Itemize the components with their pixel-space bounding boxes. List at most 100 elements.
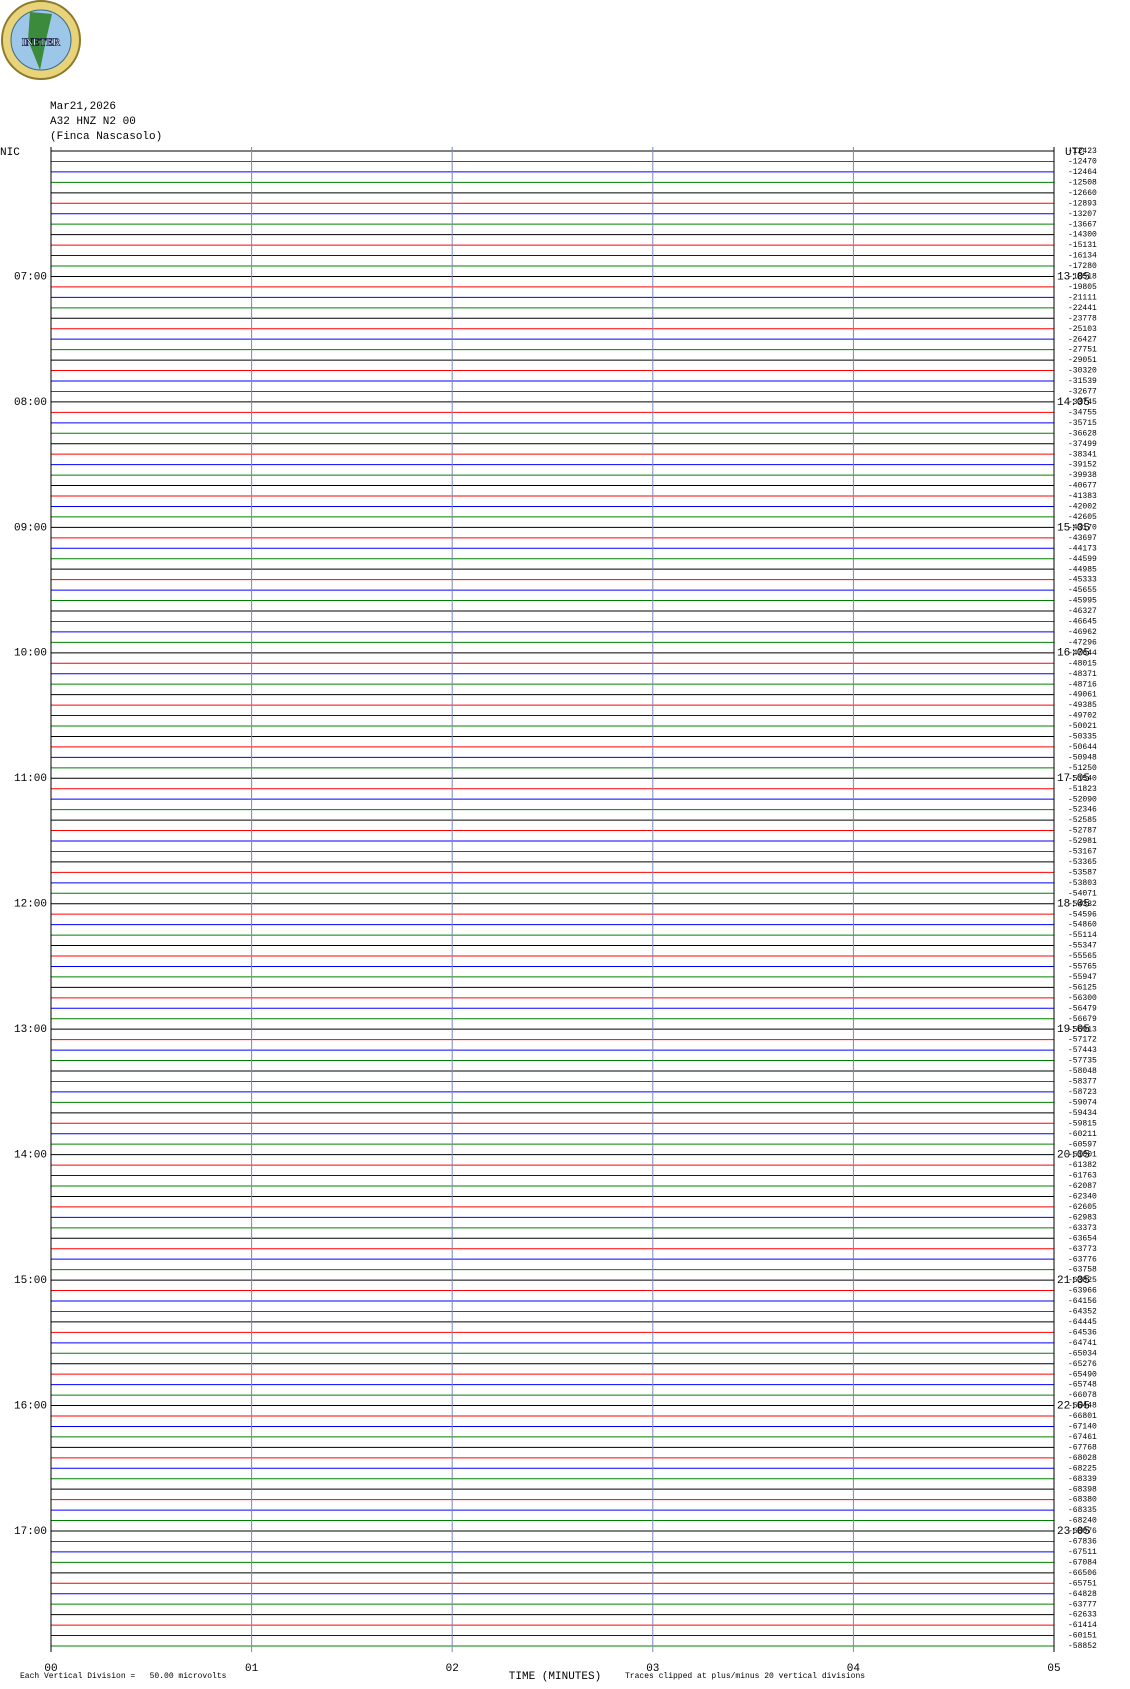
trace-offset: -50948 (1068, 753, 1097, 762)
trace-offset: -63773 (1068, 1245, 1097, 1254)
trace-offset: -36628 (1068, 429, 1097, 438)
trace-offset: -63758 (1068, 1266, 1097, 1275)
trace-offset: -68240 (1068, 1517, 1097, 1526)
trace-offset: -65034 (1068, 1349, 1097, 1358)
trace-offset: -33745 (1068, 398, 1097, 407)
trace-offset: -44173 (1068, 544, 1097, 553)
trace-offset: -52585 (1068, 816, 1097, 825)
trace-offset: -58723 (1068, 1088, 1097, 1097)
trace-offset: -46962 (1068, 628, 1097, 637)
trace-offset: -58852 (1068, 1642, 1097, 1651)
trace-offset: -57735 (1068, 1057, 1097, 1066)
trace-offset: -67511 (1068, 1548, 1097, 1557)
x-tick-label: 00 (44, 1663, 57, 1675)
trace-offset: -46645 (1068, 618, 1097, 627)
trace-offset: -67461 (1068, 1433, 1097, 1442)
trace-offset: -60151 (1068, 1632, 1097, 1641)
trace-offset: -68028 (1068, 1454, 1097, 1463)
right-hour-label: 19:05 (1057, 1024, 1090, 1036)
trace-offset: -30320 (1068, 367, 1097, 376)
trace-offset: -55765 (1068, 963, 1097, 972)
trace-offset: -65751 (1068, 1579, 1097, 1588)
trace-offset: -63966 (1068, 1287, 1097, 1296)
right-hour-label: 20:05 (1057, 1150, 1090, 1162)
trace-offset: -55565 (1068, 952, 1097, 961)
trace-offset: -60211 (1068, 1130, 1097, 1139)
trace-offset: -19805 (1068, 283, 1097, 292)
trace-offset: -62633 (1068, 1611, 1097, 1620)
trace-offset: -39152 (1068, 461, 1097, 470)
trace-offset: -51250 (1068, 764, 1097, 773)
trace-offset: -57443 (1068, 1046, 1097, 1055)
trace-offset: -62605 (1068, 1203, 1097, 1212)
trace-offset: -61763 (1068, 1172, 1097, 1181)
trace-offset: -67084 (1068, 1558, 1097, 1567)
trace-offset: -42605 (1068, 513, 1097, 522)
trace-offset: -50644 (1068, 743, 1097, 752)
right-hour-label: 18:05 (1057, 899, 1090, 911)
trace-offset: -13667 (1068, 220, 1097, 229)
trace-offset: -61414 (1068, 1621, 1097, 1630)
trace-offset: -12464 (1068, 168, 1097, 177)
trace-offset: -39938 (1068, 471, 1097, 480)
trace-offset: -62087 (1068, 1182, 1097, 1191)
left-hour-label: 09:00 (14, 522, 47, 534)
trace-offset: -29051 (1068, 356, 1097, 365)
x-tick-label: 05 (1047, 1663, 1060, 1675)
trace-offset: -60597 (1068, 1140, 1097, 1149)
logo-map (28, 12, 52, 70)
trace-offset: -12508 (1068, 178, 1097, 187)
trace-offset: -54596 (1068, 910, 1097, 919)
trace-offset: -44985 (1068, 565, 1097, 574)
trace-offset: -53803 (1068, 879, 1097, 888)
trace-offset: -63654 (1068, 1234, 1097, 1243)
station: A32 HNZ N2 00 (50, 116, 136, 128)
trace-offset: -63825 (1068, 1276, 1097, 1285)
trace-offset: -66506 (1068, 1569, 1097, 1578)
right-hour-label: 21:05 (1057, 1275, 1090, 1287)
left-hour-label: 07:00 (14, 271, 47, 283)
trace-offset: -12660 (1068, 189, 1097, 198)
trace-offset: -12893 (1068, 199, 1097, 208)
trace-offset: -54332 (1068, 900, 1097, 909)
trace-offset: -53365 (1068, 858, 1097, 867)
logo-text: INETER (22, 37, 61, 48)
trace-offset: -54860 (1068, 921, 1097, 930)
trace-offset: -41383 (1068, 492, 1097, 501)
trace-offset: -65490 (1068, 1370, 1097, 1379)
x-tick-label: 02 (446, 1663, 459, 1675)
x-tick-label: 04 (847, 1663, 861, 1675)
right-hour-label: 23:05 (1057, 1526, 1090, 1538)
x-tick-label: 03 (646, 1663, 659, 1675)
trace-offset: -55947 (1068, 973, 1097, 982)
right-hour-label: 14:05 (1057, 397, 1090, 409)
trace-offset: -59434 (1068, 1109, 1097, 1118)
trace-offset: -32677 (1068, 388, 1097, 397)
trace-offset: -51823 (1068, 785, 1097, 794)
trace-offset: -63373 (1068, 1224, 1097, 1233)
trace-offset: -38341 (1068, 450, 1097, 459)
left-hour-label: 15:00 (14, 1275, 47, 1287)
left-hour-label: 17:00 (14, 1526, 47, 1538)
trace-offset: -67836 (1068, 1538, 1097, 1547)
trace-offset: -61001 (1068, 1151, 1097, 1160)
trace-offset: -26427 (1068, 335, 1097, 344)
trace-offset: -63777 (1068, 1600, 1097, 1609)
trace-offset: -65748 (1068, 1381, 1097, 1390)
right-hour-label: 16:05 (1057, 648, 1090, 660)
trace-offset: -58048 (1068, 1067, 1097, 1076)
trace-offset: -56679 (1068, 1015, 1097, 1024)
trace-offset: -59815 (1068, 1119, 1097, 1128)
right-hour-label: 13:05 (1057, 271, 1090, 283)
left-hour-label: 11:00 (14, 773, 47, 785)
trace-offset: -53587 (1068, 868, 1097, 877)
left-hour-label: 08:00 (14, 397, 47, 409)
trace-offset: -48371 (1068, 670, 1097, 679)
trace-offset: -21111 (1068, 293, 1097, 302)
trace-offset: -64156 (1068, 1297, 1097, 1306)
trace-offset: -50021 (1068, 722, 1097, 731)
trace-offset: -52787 (1068, 827, 1097, 836)
trace-offset: -52981 (1068, 837, 1097, 846)
trace-offset: -45655 (1068, 586, 1097, 595)
